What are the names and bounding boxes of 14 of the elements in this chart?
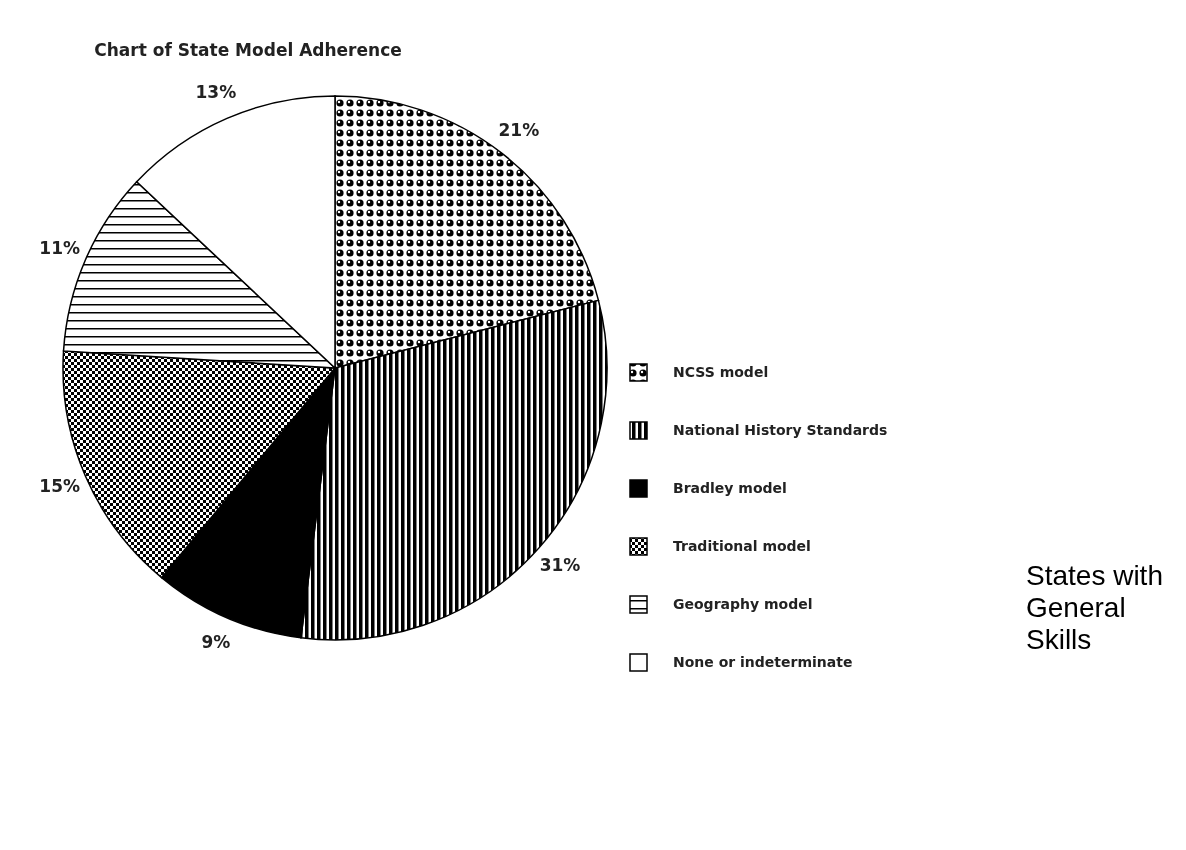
legend-label: National History Standards	[673, 422, 888, 438]
data-label: 31%	[539, 555, 581, 576]
data-label: 13%	[195, 81, 237, 102]
legend-label: Geography model	[673, 596, 813, 612]
legend-label: NCSS model	[673, 364, 769, 380]
data-label: 9%	[201, 632, 231, 653]
text: States with General Skills	[1026, 560, 1163, 655]
legend-label: Traditional model	[673, 538, 811, 554]
legend-label: Bradley model	[673, 480, 787, 496]
data-label: 15%	[39, 476, 81, 497]
data-label: 21%	[498, 119, 540, 140]
data-label: 11%	[39, 237, 81, 258]
legend-label: None or indeterminate	[673, 654, 853, 670]
chart-title: Chart of State Model Adherence	[94, 40, 402, 60]
